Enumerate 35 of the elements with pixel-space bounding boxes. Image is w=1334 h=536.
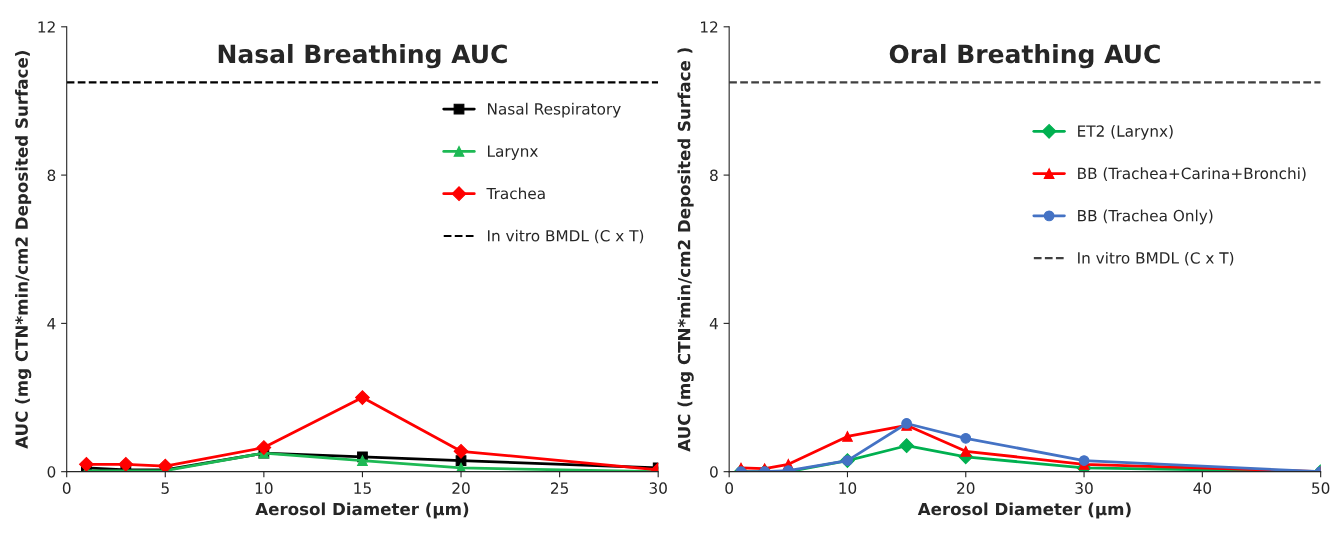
y-tick-label: 4 xyxy=(47,318,56,330)
x-tick-label: 10 xyxy=(255,482,273,494)
x-tick-label: 20 xyxy=(452,482,470,494)
legend-label: In vitro BMDL (C x T) xyxy=(1078,251,1234,266)
legend-label: Trachea xyxy=(486,187,545,200)
y-tick-label: 8 xyxy=(710,169,718,182)
text: Nasal Breathing AUC xyxy=(218,43,507,69)
y-tick-label: 12 xyxy=(700,21,718,33)
text: Oral Breathing AUC xyxy=(889,43,1160,69)
x-tick-label: 15 xyxy=(354,482,371,494)
y-tick-label: 0 xyxy=(710,466,718,478)
x-tick-label: 10 xyxy=(839,482,857,494)
y-tick-label: 4 xyxy=(709,318,718,330)
legend-label: Larynx xyxy=(488,145,538,160)
y-tick-label: 12 xyxy=(38,21,55,33)
x-tick-label: 50 xyxy=(1312,482,1330,494)
x-tick-label: 25 xyxy=(551,482,568,494)
x-tick-label: 5 xyxy=(161,482,169,494)
legend-label: In vitro BMDL (C x T) xyxy=(488,229,644,244)
legend-label: Nasal Respiratory xyxy=(488,102,621,118)
y-axis-title: AUC (mg CTN*min/cm2 Deposited Surface ) xyxy=(677,48,694,452)
x-axis-title: Aerosol Diameter (µm) xyxy=(917,502,1131,519)
x-tick-label: 30 xyxy=(649,482,667,494)
legend-label: ET2 (Larynx) xyxy=(1078,125,1173,140)
legend-label: BB (Trachea Only) xyxy=(1078,209,1213,225)
y-axis-title: AUC (mg CTN*min/cm2 Deposited Surface) xyxy=(15,51,32,449)
x-tick-label: 30 xyxy=(1075,482,1093,494)
x-tick-label: 40 xyxy=(1193,482,1212,494)
y-tick-label: 8 xyxy=(47,169,56,182)
y-tick-label: 0 xyxy=(47,466,56,478)
x-axis-title: Aerosol Diameter (µm) xyxy=(255,502,469,519)
x-tick-label: 20 xyxy=(957,482,975,494)
legend-label: BB (Trachea+Carina+Bronchi) xyxy=(1078,167,1306,181)
x-tick-label: 0 xyxy=(62,482,71,494)
x-tick-label: 0 xyxy=(725,482,734,494)
